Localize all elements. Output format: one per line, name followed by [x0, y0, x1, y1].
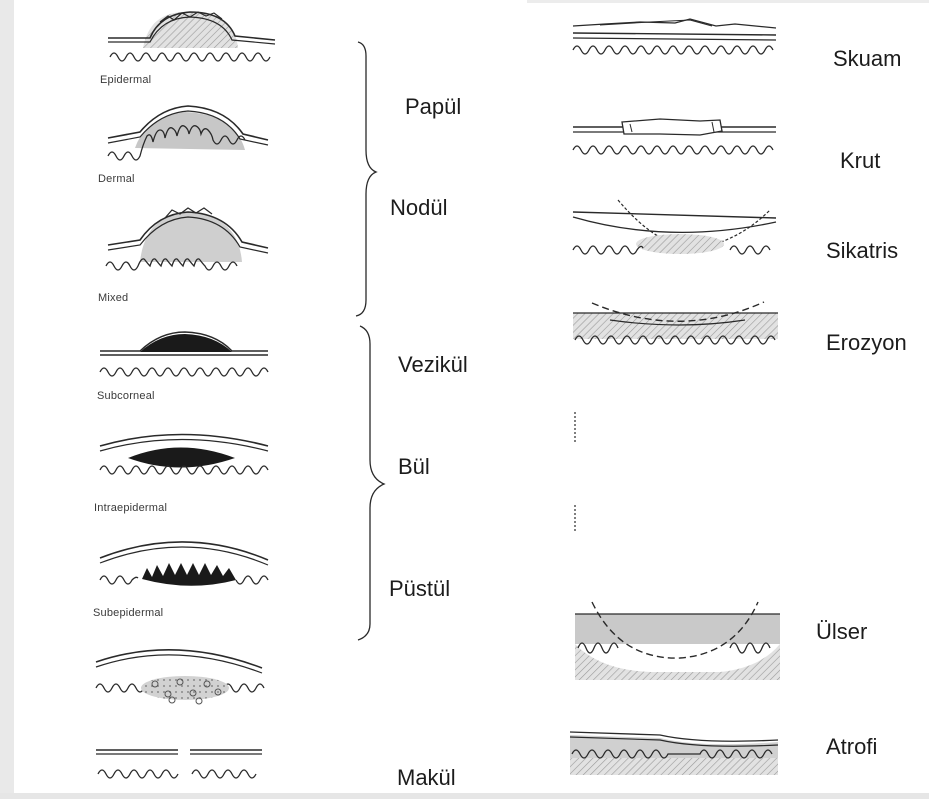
scale-drawing: [572, 18, 777, 55]
term-skuam: Skuam: [833, 46, 902, 71]
crust-drawing: [572, 118, 776, 155]
atrophy-drawing: [569, 731, 779, 775]
term-atrofi: Atrofi: [826, 734, 878, 759]
subcorneal-vesicle-drawing: [99, 331, 269, 377]
term-papul: Papül: [405, 94, 462, 119]
macule-drawing: [96, 749, 262, 779]
term-erozyon: Erozyon: [826, 330, 907, 355]
term-sikatris: Sikatris: [826, 238, 899, 263]
dermal-nodule-drawing: [95, 649, 265, 705]
term-bul: Bül: [398, 454, 430, 479]
mixed-papule-drawing: [105, 207, 269, 271]
scar-drawing: [572, 199, 777, 255]
erosion-drawing: [573, 301, 778, 345]
top-margin-strip: [527, 0, 929, 3]
term-pustul: Püstül: [389, 576, 451, 601]
term-krut: Krut: [840, 148, 881, 173]
term-nodul: Nodül: [390, 195, 448, 220]
epidermal-papule-drawing: [108, 11, 276, 62]
bottom-margin-strip: [0, 793, 929, 799]
caption-mixed: Mixed: [98, 292, 129, 304]
intraepidermal-bulla-drawing: [99, 433, 269, 475]
lower-brace: [357, 325, 386, 641]
caption-epidermal: Epidermal: [100, 74, 152, 86]
left-margin-strip: [0, 0, 14, 799]
upper-brace: [355, 41, 378, 317]
term-ulser: Ülser: [816, 619, 868, 644]
caption-subcorneal: Subcorneal: [97, 390, 155, 402]
dermal-papule-drawing: [107, 105, 269, 161]
caption-intraepidermal: Intraepidermal: [94, 502, 168, 514]
subepidermal-pustule-drawing: [99, 541, 269, 586]
term-vezikul: Vezikül: [398, 352, 468, 377]
caption-subepidermal: Subepidermal: [93, 607, 164, 619]
caption-dermal: Dermal: [98, 173, 135, 185]
term-makul: Makül: [397, 765, 456, 790]
ulcer-drawing: [575, 601, 780, 680]
